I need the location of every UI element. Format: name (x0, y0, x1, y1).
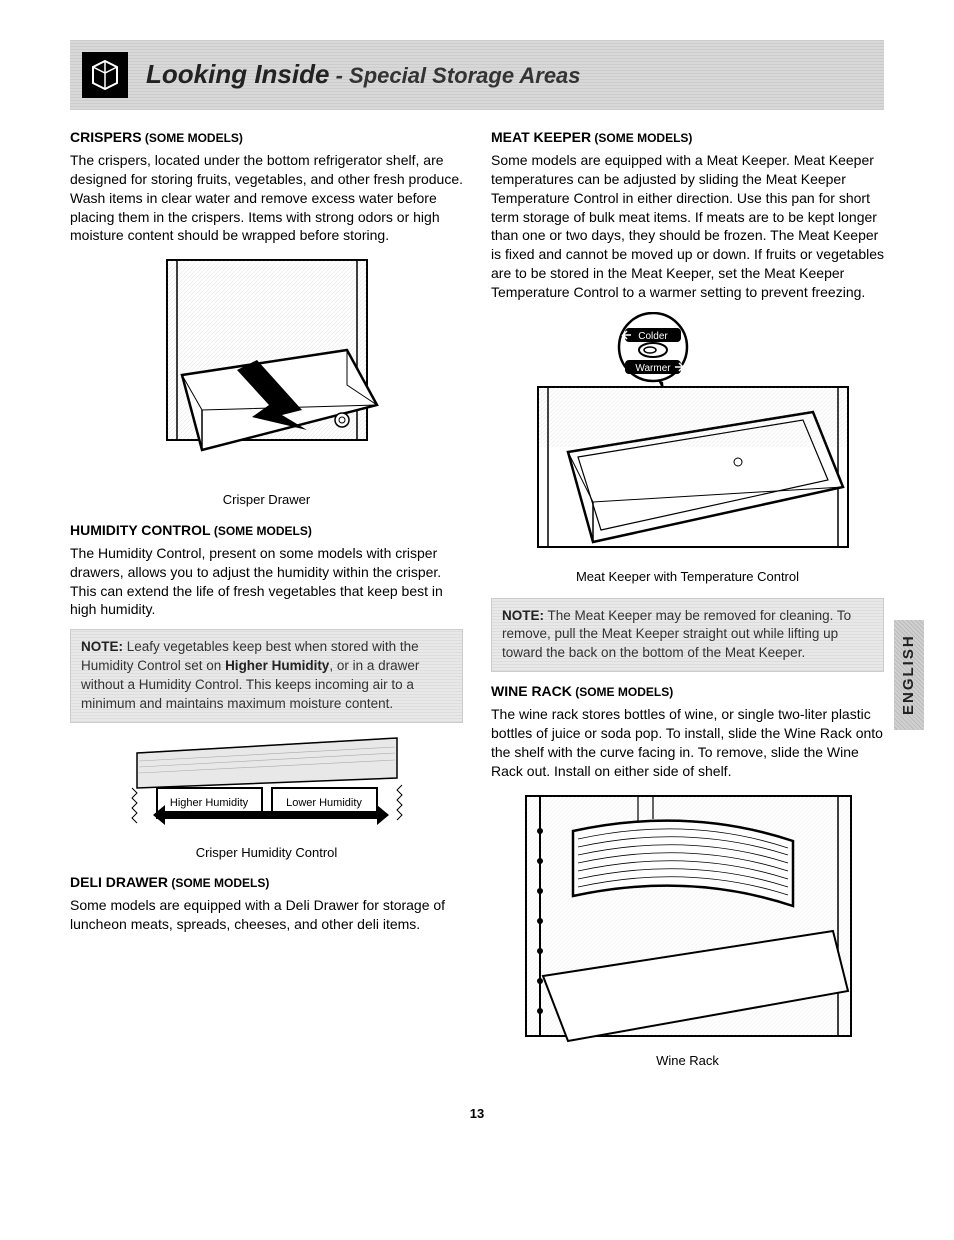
humidity-control-figure: Higher Humidity Lower Humidity Crisper H… (70, 733, 463, 862)
humidity-note-bold: Higher Humidity (225, 658, 329, 673)
crispers-heading: CRISPERS (SOME MODELS) (70, 128, 463, 147)
right-column: MEAT KEEPER (SOME MODELS) Some models ar… (491, 128, 884, 1081)
deli-heading-sub: (SOME MODELS) (168, 876, 269, 890)
svg-text:Colder: Colder (638, 331, 668, 342)
wine-heading: WINE RACK (SOME MODELS) (491, 682, 884, 701)
meat-body: Some models are equipped with a Meat Kee… (491, 151, 884, 302)
meat-heading-main: MEAT KEEPER (491, 129, 591, 145)
page-header: Looking Inside - Special Storage Areas (70, 40, 884, 110)
wine-heading-sub: (SOME MODELS) (572, 685, 673, 699)
language-tab: ENGLISH (894, 620, 924, 730)
meat-note-prefix: NOTE: (502, 608, 544, 623)
svg-text:Warmer: Warmer (635, 363, 671, 374)
crispers-heading-sub: (SOME MODELS) (142, 131, 243, 145)
wine-heading-main: WINE RACK (491, 683, 572, 699)
header-title-wrap: Looking Inside - Special Storage Areas (146, 57, 581, 92)
meat-keeper-figure: Colder Warmer (491, 312, 884, 586)
deli-heading-main: DELI DRAWER (70, 874, 168, 890)
wine-caption: Wine Rack (491, 1052, 884, 1070)
deli-heading: DELI DRAWER (SOME MODELS) (70, 873, 463, 892)
crisper-drawer-figure: Crisper Drawer (70, 255, 463, 509)
meat-note-body: The Meat Keeper may be removed for clean… (502, 608, 851, 661)
header-title-main: Looking Inside (146, 59, 329, 89)
header-title-sep: - (329, 63, 349, 88)
humidity-caption: Crisper Humidity Control (70, 844, 463, 862)
crispers-body: The crispers, located under the bottom r… (70, 151, 463, 245)
humidity-note-prefix: NOTE: (81, 639, 123, 654)
humidity-note: NOTE: Leafy vegetables keep best when st… (70, 629, 463, 723)
crisper-caption: Crisper Drawer (70, 491, 463, 509)
meat-note: NOTE: The Meat Keeper may be removed for… (491, 598, 884, 673)
wine-rack-figure: Wine Rack (491, 791, 884, 1070)
meat-caption: Meat Keeper with Temperature Control (491, 568, 884, 586)
crispers-heading-main: CRISPERS (70, 129, 142, 145)
humidity-heading-sub: (SOME MODELS) (211, 524, 312, 538)
meat-heading-sub: (SOME MODELS) (591, 131, 692, 145)
svg-text:Lower Humidity: Lower Humidity (286, 797, 362, 809)
left-column: CRISPERS (SOME MODELS) The crispers, loc… (70, 128, 463, 1081)
meat-heading: MEAT KEEPER (SOME MODELS) (491, 128, 884, 147)
humidity-heading-main: HUMIDITY CONTROL (70, 522, 211, 538)
page-number: 13 (70, 1105, 884, 1123)
svg-text:Higher Humidity: Higher Humidity (169, 797, 248, 809)
wine-body: The wine rack stores bottles of wine, or… (491, 705, 884, 781)
header-title-sub: Special Storage Areas (349, 63, 581, 88)
humidity-body: The Humidity Control, present on some mo… (70, 544, 463, 620)
humidity-heading: HUMIDITY CONTROL (SOME MODELS) (70, 521, 463, 540)
deli-body: Some models are equipped with a Deli Dra… (70, 896, 463, 934)
header-icon (82, 52, 128, 98)
